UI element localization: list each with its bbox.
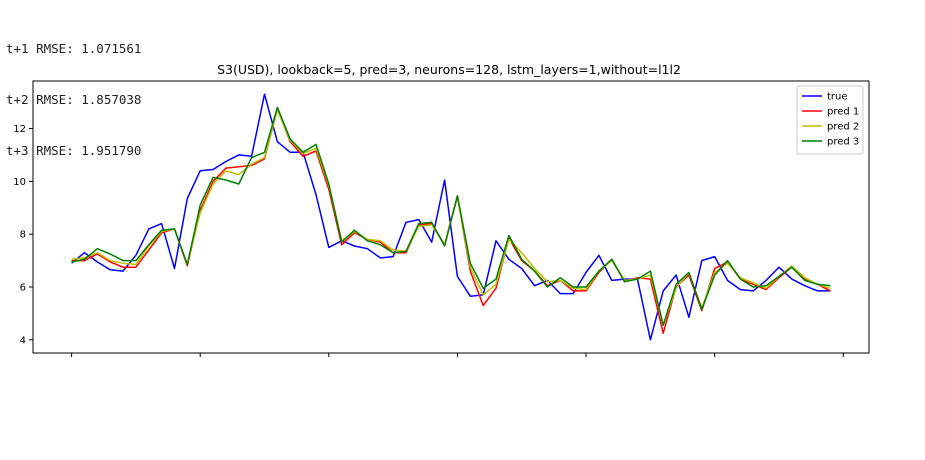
chart-title: S3(USD), lookback=5, pred=3, neurons=128… (217, 62, 681, 77)
rmse-line-t2: t+2 RMSE: 1.857038 (6, 92, 142, 107)
legend: true pred 1 pred 2 pred 3 (796, 85, 864, 155)
y-tick-label: 12 (13, 124, 26, 135)
y-tick-label: 8 (20, 230, 26, 241)
plot-series-group (71, 93, 831, 341)
legend-label: true (827, 92, 848, 103)
plot-frame (32, 80, 870, 354)
cell-output-log: t+1 RMSE: 1.071561 t+2 RMSE: 1.857038 t+… (6, 6, 141, 176)
line-chart: S3(USD), lookback=5, pred=3, neurons=128… (13, 62, 870, 357)
legend-label: pred 1 (827, 107, 859, 118)
x-axis: 0102030405060 (71, 353, 844, 357)
legend-label: pred 3 (827, 137, 859, 148)
y-axis: 4 6 8 10 12 (13, 124, 33, 346)
y-tick-label: 10 (13, 177, 26, 188)
legend-label: pred 2 (827, 122, 859, 133)
series-line-true (71, 93, 831, 341)
series-line-pred-3 (71, 106, 831, 327)
rmse-line-t3: t+3 RMSE: 1.951790 (6, 143, 142, 158)
rmse-line-t1: t+1 RMSE: 1.071561 (6, 41, 142, 56)
y-tick-label: 4 (20, 335, 26, 346)
y-tick-label: 6 (20, 282, 26, 293)
legend-box (796, 85, 864, 155)
